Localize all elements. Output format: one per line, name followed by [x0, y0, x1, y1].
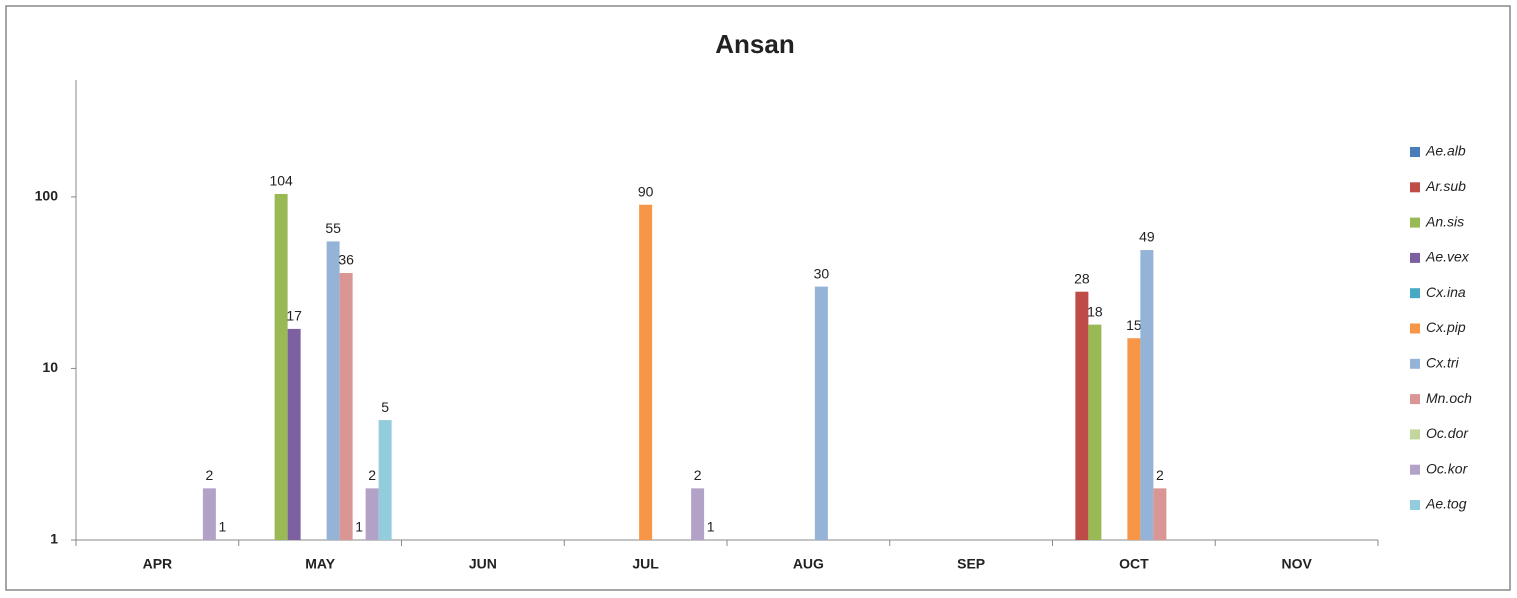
bar: [378, 420, 392, 540]
x-tick-label: SEP: [957, 556, 985, 572]
legend-swatch: [1410, 464, 1420, 475]
x-tick-label: NOV: [1281, 556, 1312, 572]
bar: [274, 193, 288, 540]
value-label: 2: [1156, 467, 1164, 483]
value-label: 2: [205, 467, 213, 483]
legend-label: Cx.ina: [1426, 284, 1466, 300]
legend-swatch: [1410, 429, 1420, 440]
legend-label: Cx.tri: [1426, 355, 1460, 371]
x-tick-label: APR: [143, 556, 173, 572]
value-label: 18: [1087, 303, 1103, 319]
chart-frame: [5, 5, 1511, 591]
value-label: 30: [814, 265, 830, 281]
legend-label: Ae.alb: [1425, 143, 1466, 159]
value-label: 2: [368, 467, 376, 483]
legend-swatch: [1410, 358, 1420, 369]
value-label: 36: [338, 252, 354, 268]
legend-label: Ae.tog: [1425, 496, 1467, 512]
bar: [639, 204, 653, 541]
value-label: 28: [1074, 270, 1090, 286]
bar: [365, 488, 379, 540]
bar: [202, 488, 216, 540]
bar: [1075, 291, 1089, 540]
bar: [1127, 338, 1141, 540]
legend-swatch: [1410, 500, 1420, 510]
bar: [326, 241, 340, 540]
value-label: 1: [355, 519, 363, 535]
legend-swatch: [1410, 252, 1420, 263]
value-label: 2: [694, 467, 702, 483]
value-label: 17: [286, 308, 302, 324]
legend-label: Oc.dor: [1426, 425, 1469, 441]
value-label: 1: [707, 519, 715, 535]
legend-swatch: [1410, 182, 1420, 193]
value-label: 90: [638, 183, 654, 199]
value-label: 104: [269, 173, 293, 189]
legend-swatch: [1410, 288, 1420, 299]
chart-title: Ansan: [715, 29, 794, 59]
legend-swatch: [1410, 394, 1420, 405]
y-tick-label: 10: [42, 359, 58, 375]
legend-label: Oc.kor: [1426, 460, 1469, 476]
x-tick-label: OCT: [1119, 556, 1149, 572]
bar: [1088, 324, 1102, 540]
legend-label: Mn.och: [1426, 390, 1472, 406]
legend-swatch: [1410, 323, 1420, 334]
legend-swatch: [1410, 217, 1420, 228]
x-tick-label: AUG: [793, 556, 824, 572]
y-tick-label: 1: [50, 531, 58, 547]
bar: [1140, 250, 1154, 541]
bar: [287, 328, 301, 540]
value-label: 15: [1126, 317, 1142, 333]
legend-label: Ae.vex: [1425, 249, 1470, 265]
value-label: 5: [381, 399, 389, 415]
bar: [1153, 488, 1167, 540]
x-tick-label: JUL: [632, 556, 659, 572]
bar: [691, 488, 705, 540]
legend-label: An.sis: [1425, 213, 1464, 229]
x-tick-label: JUN: [469, 556, 497, 572]
value-label: 1: [218, 519, 226, 535]
y-tick-label: 100: [35, 188, 59, 204]
legend-label: Cx.pip: [1426, 319, 1466, 335]
value-label: 55: [325, 220, 341, 236]
value-label: 49: [1139, 229, 1155, 245]
x-tick-label: MAY: [305, 556, 335, 572]
bar: [814, 286, 828, 540]
legend-swatch: [1410, 147, 1420, 157]
bar: [339, 272, 353, 540]
legend-label: Ar.sub: [1425, 178, 1466, 194]
